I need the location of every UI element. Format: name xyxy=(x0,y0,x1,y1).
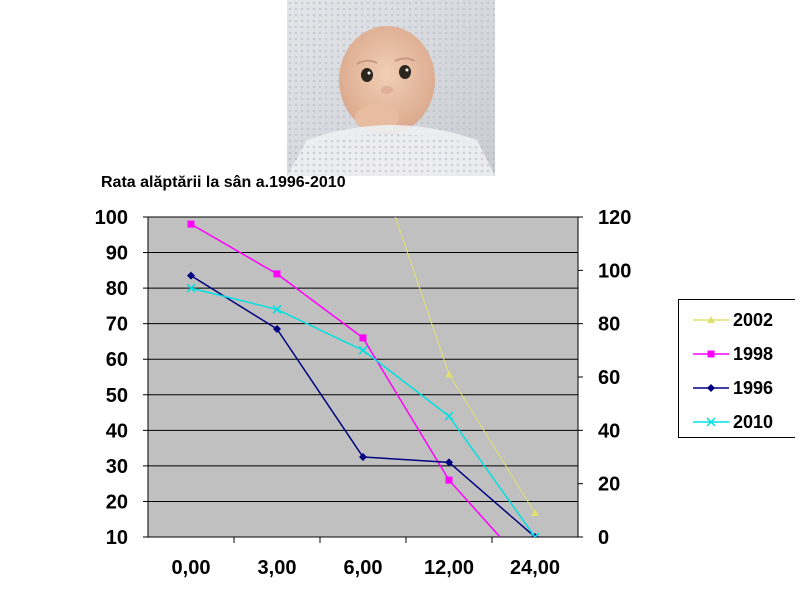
marker-cross xyxy=(358,345,368,355)
marker-diamond xyxy=(707,384,715,392)
left-tick-label: 90 xyxy=(106,243,128,265)
legend-swatch-2002 xyxy=(693,316,729,323)
marker-cross xyxy=(533,532,540,537)
x-tick-label: 3,00 xyxy=(258,557,297,579)
marker-square xyxy=(187,220,195,228)
x-tick-label: 12,00 xyxy=(424,557,474,579)
baby-photo-icon xyxy=(287,0,495,176)
legend: 2002 1998 1996 2010 xyxy=(678,299,795,438)
marker-triangle xyxy=(531,509,539,516)
left-tick-label: 10 xyxy=(106,527,128,549)
right-tick-label: 20 xyxy=(598,474,620,496)
legend-item-2010: 2010 xyxy=(693,410,773,434)
series-1998 xyxy=(187,220,501,537)
left-tick-label: 50 xyxy=(106,385,128,407)
marker-diamond xyxy=(273,325,281,333)
right-tick-label: 60 xyxy=(598,367,620,389)
x-tick-label: 24,00 xyxy=(510,557,560,579)
left-tick-label: 40 xyxy=(106,420,128,442)
marker-diamond xyxy=(445,458,453,467)
legend-item-2002: 2002 xyxy=(693,308,773,332)
grid-lines xyxy=(148,216,578,502)
legend-item-1998: 1998 xyxy=(693,342,773,366)
series-2010 xyxy=(186,283,540,537)
marker-square xyxy=(273,270,281,278)
legend-label: 1998 xyxy=(733,343,774,364)
legend-label: 1996 xyxy=(733,377,774,398)
legend-label: 2010 xyxy=(733,411,774,432)
legend-label: 2002 xyxy=(733,309,774,330)
left-tick-label: 30 xyxy=(106,456,128,478)
legend-swatch-2010 xyxy=(693,417,729,427)
marker-cross xyxy=(706,417,716,427)
marker-diamond xyxy=(187,271,195,280)
left-tick-label: 60 xyxy=(106,349,128,371)
marker-cross xyxy=(530,532,537,537)
marker-cross xyxy=(444,411,454,421)
series-2002 xyxy=(394,217,539,516)
marker-triangle xyxy=(445,370,453,378)
right-tick-label: 40 xyxy=(598,420,620,442)
legend-item-1996: 1996 xyxy=(693,376,773,400)
right-tick-label: 100 xyxy=(598,260,631,282)
left-tick-label: 100 xyxy=(95,207,128,229)
marker-diamond xyxy=(359,453,367,461)
marker-square xyxy=(359,334,367,342)
marker-square xyxy=(707,350,715,358)
plot-area xyxy=(148,217,578,537)
marker-square xyxy=(445,476,453,484)
x-tick-label: 6,00 xyxy=(344,557,383,579)
left-tick-label: 20 xyxy=(106,491,128,513)
x-tick-label: 0,00 xyxy=(172,557,211,579)
chart-title: Rata alăptării la sân a.1996-2010 xyxy=(101,174,346,191)
right-tick-label: 0 xyxy=(598,527,609,549)
legend-swatch-1996 xyxy=(693,384,729,392)
right-tick-label: 80 xyxy=(598,314,620,336)
marker-triangle xyxy=(707,316,715,323)
series-1996 xyxy=(187,271,539,537)
marker-cross xyxy=(272,304,282,314)
series-layer xyxy=(186,217,540,537)
x-axis-ticks: 0,00 3,00 6,00 12,00 24,00 xyxy=(172,537,560,579)
left-tick-label: 70 xyxy=(106,314,128,336)
left-tick-label: 80 xyxy=(106,278,128,300)
legend-swatch-1998 xyxy=(693,350,729,358)
right-axis-ticks: 0 20 40 60 80 100 120 xyxy=(578,207,631,549)
left-axis-ticks: 10 20 30 40 50 60 70 80 90 100 xyxy=(95,207,148,549)
right-tick-label: 120 xyxy=(598,207,631,229)
marker-cross xyxy=(186,283,196,293)
